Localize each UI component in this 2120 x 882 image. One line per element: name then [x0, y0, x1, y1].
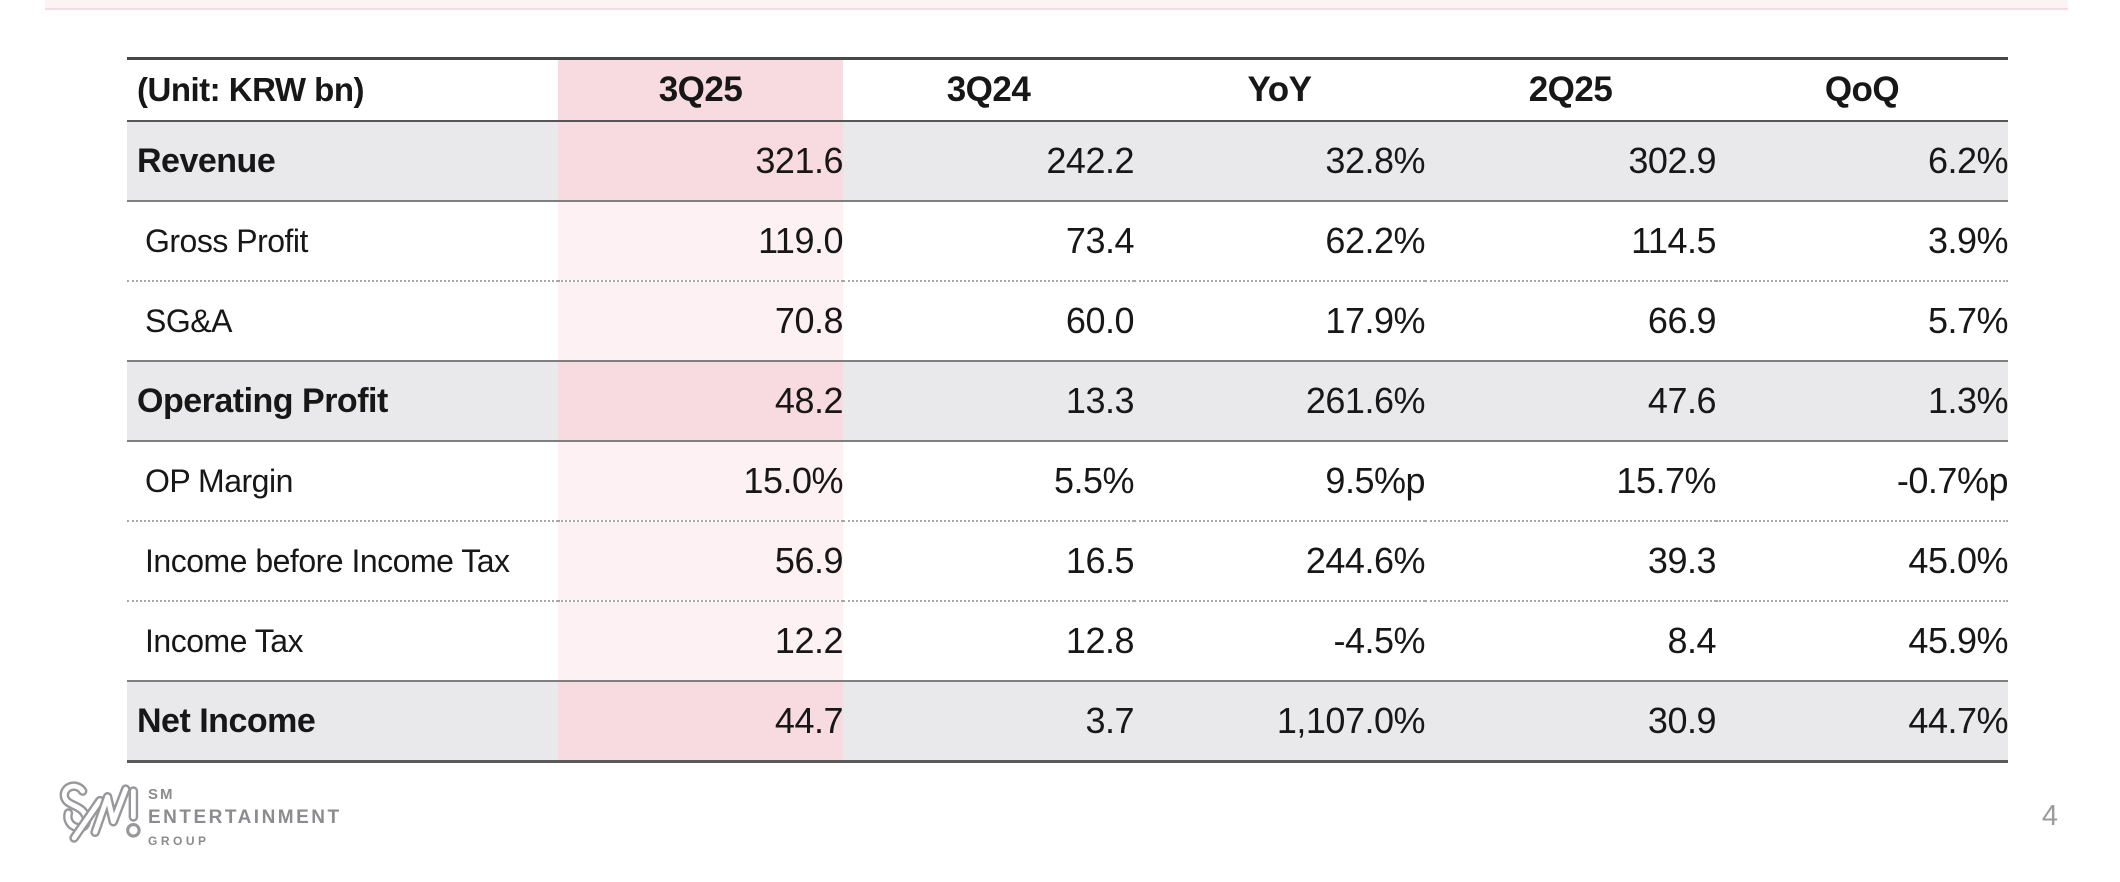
- logo-text-group: GROUP: [148, 834, 210, 848]
- row-label: Income before Income Tax: [127, 521, 558, 602]
- table-row-income-tax: Income Tax 12.2 12.8 -4.5% 8.4 45.9%: [127, 601, 2008, 682]
- cell-value: 70.8: [558, 281, 843, 362]
- page-number: 4: [2041, 800, 2059, 832]
- cell-value: 16.5: [843, 521, 1134, 602]
- row-label: Revenue: [127, 121, 558, 202]
- cell-value: 119.0: [558, 201, 843, 282]
- cell-value: 5.5%: [843, 441, 1134, 522]
- cell-value: 114.5: [1425, 201, 1716, 282]
- table-row-op-margin: OP Margin 15.0% 5.5% 9.5%p 15.7% -0.7%p: [127, 441, 2008, 522]
- cell-value: 1.3%: [1716, 361, 2008, 442]
- cell-value: 15.7%: [1425, 441, 1716, 522]
- cell-value: 261.6%: [1134, 361, 1425, 442]
- sm-entertainment-logo-icon: [59, 781, 141, 843]
- row-label: SG&A: [127, 281, 558, 362]
- table-row-sga: SG&A 70.8 60.0 17.9% 66.9 5.7%: [127, 281, 2008, 362]
- cell-value: 242.2: [843, 121, 1134, 202]
- cell-value: 60.0: [843, 281, 1134, 362]
- cell-value: 12.2: [558, 601, 843, 682]
- cell-value: 302.9: [1425, 121, 1716, 202]
- cell-value: 45.9%: [1716, 601, 2008, 682]
- cell-value: 1,107.0%: [1134, 681, 1425, 763]
- logo-text-entertainment: ENTERTAINMENT: [148, 807, 342, 828]
- logo-wordmark: SM ENTERTAINMENT GROUP: [148, 786, 342, 849]
- table-row-income-before-tax: Income before Income Tax 56.9 16.5 244.6…: [127, 521, 2008, 602]
- top-accent-strip: [45, 0, 2068, 10]
- cell-value: 3.7: [843, 681, 1134, 763]
- col-header-qoq: QoQ: [1716, 57, 2008, 122]
- cell-value: 56.9: [558, 521, 843, 602]
- table-row-revenue: Revenue 321.6 242.2 32.8% 302.9 6.2%: [127, 121, 2008, 202]
- cell-value: 13.3: [843, 361, 1134, 442]
- cell-value: 12.8: [843, 601, 1134, 682]
- cell-value: 15.0%: [558, 441, 843, 522]
- cell-value: 6.2%: [1716, 121, 2008, 202]
- cell-value: -4.5%: [1134, 601, 1425, 682]
- col-header-3q24: 3Q24: [843, 57, 1134, 122]
- cell-value: 3.9%: [1716, 201, 2008, 282]
- cell-value: 66.9: [1425, 281, 1716, 362]
- table-header: (Unit: KRW bn) 3Q25 3Q24 YoY 2Q25 QoQ: [127, 57, 2008, 122]
- unit-label: (Unit: KRW bn): [127, 57, 558, 122]
- header-row: (Unit: KRW bn) 3Q25 3Q24 YoY 2Q25 QoQ: [127, 57, 2008, 122]
- table-row-operating-profit: Operating Profit 48.2 13.3 261.6% 47.6 1…: [127, 361, 2008, 442]
- cell-value: 5.7%: [1716, 281, 2008, 362]
- cell-value: 44.7%: [1716, 681, 2008, 763]
- cell-value: 32.8%: [1134, 121, 1425, 202]
- cell-value: 9.5%p: [1134, 441, 1425, 522]
- cell-value: 73.4: [843, 201, 1134, 282]
- logo-text-sm: SM: [148, 786, 175, 803]
- cell-value: 39.3: [1425, 521, 1716, 602]
- row-label: OP Margin: [127, 441, 558, 522]
- financial-table: (Unit: KRW bn) 3Q25 3Q24 YoY 2Q25 QoQ Re…: [127, 57, 2008, 763]
- cell-value: 244.6%: [1134, 521, 1425, 602]
- cell-value: 17.9%: [1134, 281, 1425, 362]
- cell-value: -0.7%p: [1716, 441, 2008, 522]
- cell-value: 30.9: [1425, 681, 1716, 763]
- row-label: Operating Profit: [127, 361, 558, 442]
- cell-value: 45.0%: [1716, 521, 2008, 602]
- row-label: Gross Profit: [127, 201, 558, 282]
- cell-value: 62.2%: [1134, 201, 1425, 282]
- cell-value: 44.7: [558, 681, 843, 763]
- col-header-3q25: 3Q25: [558, 57, 843, 122]
- col-header-yoy: YoY: [1134, 57, 1425, 122]
- cell-value: 47.6: [1425, 361, 1716, 442]
- cell-value: 321.6: [558, 121, 843, 202]
- table-row-net-income: Net Income 44.7 3.7 1,107.0% 30.9 44.7%: [127, 681, 2008, 763]
- row-label: Income Tax: [127, 601, 558, 682]
- col-header-2q25: 2Q25: [1425, 57, 1716, 122]
- cell-value: 48.2: [558, 361, 843, 442]
- table-row-gross-profit: Gross Profit 119.0 73.4 62.2% 114.5 3.9%: [127, 201, 2008, 282]
- cell-value: 8.4: [1425, 601, 1716, 682]
- row-label: Net Income: [127, 681, 558, 763]
